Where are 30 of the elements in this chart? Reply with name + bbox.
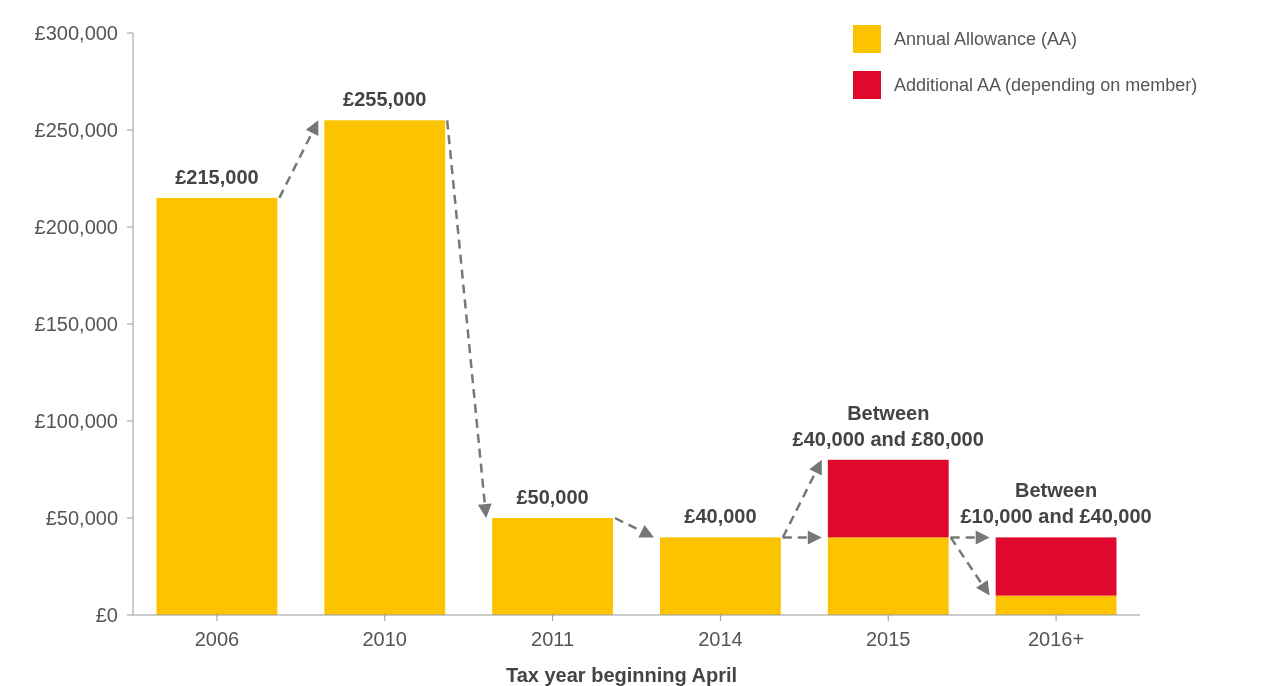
x-tick-label: 2010 xyxy=(362,628,407,650)
y-tick-label: £250,000 xyxy=(34,119,118,141)
bar xyxy=(156,197,278,615)
bar xyxy=(827,459,949,538)
legend-label: Additional AA (depending on member) xyxy=(894,75,1198,96)
bar xyxy=(660,537,781,615)
x-tick-label: 2011 xyxy=(531,628,575,650)
total-label: £215,000 xyxy=(175,165,259,188)
x-tick-label: 2015 xyxy=(866,628,911,650)
x-tick-label: 2014 xyxy=(698,628,743,650)
y-tick-label: £100,000 xyxy=(34,410,118,432)
y-tick-label: £200,000 xyxy=(34,216,118,238)
x-tick-label: 2016+ xyxy=(1028,628,1085,650)
y-tick-label: £150,000 xyxy=(34,313,118,335)
y-tick-label: £300,000 xyxy=(34,22,118,44)
bar xyxy=(995,595,1117,615)
y-tick-label: £0 xyxy=(95,604,118,626)
total-label: £50,000 xyxy=(516,486,589,508)
bar xyxy=(492,518,613,615)
total-label: £255,000 xyxy=(343,88,427,111)
total-label: Between £10,000 and £40,000 xyxy=(960,479,1152,528)
x-axis-title: Tax year beginning April xyxy=(505,664,738,686)
x-tick-label: 2006 xyxy=(194,628,240,650)
total-label: £40,000 xyxy=(684,505,757,528)
bar xyxy=(995,537,1117,596)
legend-label: Annual Allowance (AA) xyxy=(894,29,1078,50)
y-tick-label: £50,000 xyxy=(45,507,118,529)
bar xyxy=(324,120,446,615)
bar xyxy=(827,537,949,615)
total-label: Between £40,000 and £80,000 xyxy=(792,401,984,450)
